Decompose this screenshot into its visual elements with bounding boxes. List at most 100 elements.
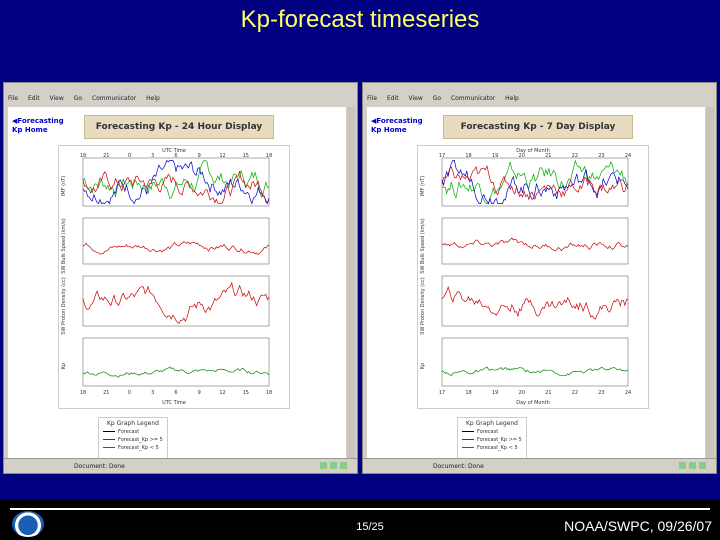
- top-tick-label: 15: [243, 153, 249, 159]
- top-tick-label: 21: [103, 153, 109, 159]
- menu-help[interactable]: Help: [146, 95, 160, 102]
- menu-communicator[interactable]: Communicator: [91, 95, 137, 102]
- bottom-tick-label: 22: [572, 390, 578, 396]
- kp-graph-legend: Kp Graph Legend Forecast Forecast_Kp >= …: [457, 417, 527, 459]
- top-axis-label: UTC Time: [162, 148, 186, 154]
- menu-edit[interactable]: Edit: [27, 95, 40, 102]
- top-tick-label: 18: [80, 153, 86, 159]
- legend-item-forecast: Forecast: [462, 429, 526, 435]
- display-header: Forecasting Kp - 24 Hour Display: [84, 115, 274, 139]
- imf-by-trace: [82, 159, 270, 205]
- legend-item-forecast: Forecast: [103, 429, 167, 435]
- top-tick-label: 23: [598, 153, 604, 159]
- bottom-tick-label: 17: [439, 390, 445, 396]
- top-tick-label: 18: [266, 153, 272, 159]
- top-tick-label: 9: [198, 153, 201, 159]
- bottom-tick-label: 18: [80, 390, 86, 396]
- footer-rule: [10, 508, 710, 510]
- home-link[interactable]: ◀Forecasting Kp Home: [371, 117, 423, 134]
- slide-title: Kp-forecast timeseries: [240, 6, 480, 33]
- left-arrow-icon: ◀: [12, 117, 18, 125]
- browser-window-24h: File Edit View Go Communicator Help ◀For…: [3, 82, 358, 474]
- status-icon: [330, 462, 337, 469]
- bottom-tick-label: 23: [598, 390, 604, 396]
- menu-go[interactable]: Go: [73, 95, 83, 102]
- noaa-logo-icon: [12, 511, 44, 537]
- density-trace: [441, 286, 629, 320]
- menu-edit[interactable]: Edit: [386, 95, 399, 102]
- legend-title: Kp Graph Legend: [465, 420, 518, 427]
- menu-communicator[interactable]: Communicator: [450, 95, 496, 102]
- panel-label-speed: SW Bulk Speed (km/s): [420, 218, 426, 273]
- imf-bz-trace: [441, 164, 629, 201]
- home-link[interactable]: ◀Forecasting Kp Home: [12, 117, 64, 134]
- slide-footer: [0, 500, 720, 540]
- legend-item-kp-low: Forecast_Kp < 5: [103, 445, 167, 451]
- status-icon: [320, 462, 327, 469]
- panel-frame: [82, 337, 270, 387]
- panel-frame: [441, 217, 629, 265]
- speed-trace: [441, 237, 629, 252]
- imf-bx-trace: [441, 159, 629, 204]
- status-bar: Document: Done: [4, 458, 357, 473]
- bottom-tick-label: 6: [174, 390, 177, 396]
- vertical-scrollbar[interactable]: [706, 107, 714, 459]
- bottom-tick-label: 19: [492, 390, 498, 396]
- top-tick-label: 21: [545, 153, 551, 159]
- top-tick-label: 6: [174, 153, 177, 159]
- top-tick-label: 22: [572, 153, 578, 159]
- bottom-tick-label: 24: [625, 390, 631, 396]
- panel-label-kp: Kp: [61, 363, 67, 369]
- menu-view[interactable]: View: [408, 95, 423, 102]
- top-tick-label: 19: [492, 153, 498, 159]
- top-tick-label: 18: [465, 153, 471, 159]
- status-text: Document: Done: [433, 463, 484, 470]
- density-trace: [82, 281, 270, 325]
- menu-bar: File Edit View Go Communicator Help: [4, 95, 357, 105]
- bottom-tick-label: 12: [219, 390, 225, 396]
- panel-frame: [441, 157, 629, 207]
- menu-file[interactable]: File: [8, 95, 19, 102]
- panel-frame: [82, 275, 270, 327]
- left-arrow-icon: ◀: [371, 117, 377, 125]
- bottom-tick-label: 0: [128, 390, 131, 396]
- bottom-tick-label: 20: [519, 390, 525, 396]
- browser-window-7day: File Edit View Go Communicator Help ◀For…: [362, 82, 717, 474]
- panel-frame: [82, 217, 270, 265]
- status-icon: [340, 462, 347, 469]
- menu-help[interactable]: Help: [505, 95, 519, 102]
- chart-svg: Day of Month Day of Month IMF (nT) SW Bu…: [420, 148, 631, 406]
- top-axis-label: Day of Month: [516, 148, 550, 154]
- legend-item-kp-low: Forecast_Kp < 5: [462, 445, 526, 451]
- page-content: ◀Forecasting Kp Home Forecasting Kp - 7 …: [367, 107, 705, 459]
- bottom-axis-label: UTC Time: [162, 400, 186, 406]
- top-tick-label: 3: [151, 153, 154, 159]
- page-content: ◀Forecasting Kp Home Forecasting Kp - 24…: [8, 107, 346, 459]
- panel-label-density: SW Proton Density (cc): [61, 277, 67, 334]
- bottom-tick-label: 15: [243, 390, 249, 396]
- menu-bar: File Edit View Go Communicator Help: [363, 95, 716, 105]
- status-icon: [699, 462, 706, 469]
- panel-label-imf: IMF (nT): [61, 176, 67, 196]
- menu-file[interactable]: File: [367, 95, 378, 102]
- status-icon: [689, 462, 696, 469]
- vertical-scrollbar[interactable]: [347, 107, 355, 459]
- bottom-tick-label: 3: [151, 390, 154, 396]
- panel-label-imf: IMF (nT): [420, 176, 426, 196]
- bottom-axis-label: Day of Month: [516, 400, 550, 406]
- legend-item-kp-high: Forecast_Kp >= 5: [462, 437, 526, 443]
- menu-go[interactable]: Go: [432, 95, 442, 102]
- bottom-tick-label: 21: [103, 390, 109, 396]
- display-title: Forecasting Kp - 7 Day Display: [460, 122, 616, 132]
- chart-svg: UTC Time UTC Time IMF (nT) SW Bulk Speed…: [61, 148, 272, 406]
- panel-frame: [82, 157, 270, 207]
- kp-trace: [82, 366, 270, 378]
- status-icon: [679, 462, 686, 469]
- panel-frame: [441, 337, 629, 387]
- kp-chart-24h: UTC Time UTC Time IMF (nT) SW Bulk Speed…: [58, 145, 290, 409]
- kp-trace: [441, 366, 629, 377]
- menu-view[interactable]: View: [49, 95, 64, 102]
- bottom-tick-label: 18: [266, 390, 272, 396]
- display-title: Forecasting Kp - 24 Hour Display: [95, 122, 263, 132]
- credit-text: NOAA/SWPC, 09/26/07: [564, 518, 712, 534]
